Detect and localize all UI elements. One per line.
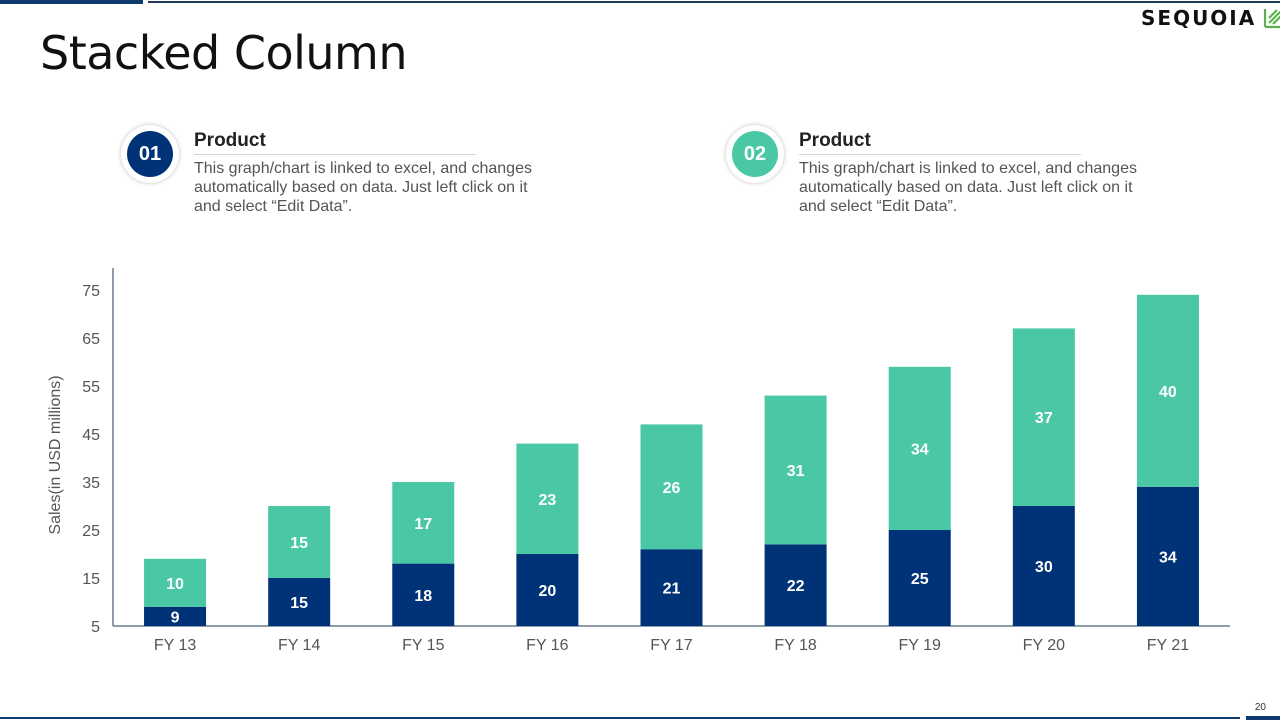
- bar-series1: [392, 563, 455, 626]
- page-number: 20: [1254, 702, 1266, 713]
- bar-series2: [888, 366, 951, 530]
- bottom-rule: [0, 717, 1240, 719]
- data-label: 37: [1035, 410, 1053, 427]
- bar-series2: [268, 506, 331, 578]
- x-tick-label: FY 16: [526, 637, 569, 654]
- bar-series2: [764, 395, 827, 545]
- data-label: 34: [911, 441, 929, 458]
- bar-series2: [392, 482, 455, 564]
- badge-02: 02: [726, 125, 784, 183]
- bottom-accent-bar: [1246, 716, 1280, 720]
- data-label: 21: [663, 581, 681, 598]
- top-rule: [148, 1, 1280, 3]
- bar-series1: [640, 549, 703, 626]
- x-tick-label: FY 18: [774, 637, 817, 654]
- bar-series1: [516, 554, 579, 626]
- x-tick-label: FY 14: [278, 637, 321, 654]
- y-tick-label: 65: [82, 331, 100, 348]
- data-label: 26: [663, 480, 681, 497]
- y-tick-label: 45: [82, 427, 100, 444]
- x-tick-label: FY 19: [899, 637, 942, 654]
- data-label: 40: [1159, 384, 1177, 401]
- y-tick-label: 15: [82, 571, 100, 588]
- data-label: 25: [911, 571, 929, 588]
- bar-series1: [1136, 486, 1199, 626]
- data-label: 10: [166, 576, 184, 593]
- y-tick-label: 5: [91, 619, 100, 636]
- data-label: 15: [290, 595, 308, 612]
- sequoia-logo: SEQUOIA: [1141, 6, 1280, 30]
- top-accent-bar: [0, 0, 143, 4]
- info-text-1: This graph/chart is linked to excel, and…: [194, 160, 532, 215]
- bar-series1: [144, 606, 207, 626]
- info-heading-2: Product: [799, 130, 871, 151]
- x-tick-label: FY 20: [1023, 637, 1066, 654]
- data-label: 15: [290, 535, 308, 552]
- data-label: 18: [414, 588, 432, 605]
- y-tick-label: 35: [82, 475, 100, 492]
- bar-series2: [1012, 328, 1075, 506]
- data-label: 23: [538, 492, 556, 509]
- bar-series1: [268, 578, 331, 626]
- data-label: 22: [787, 578, 805, 595]
- bar-series2: [516, 443, 579, 554]
- page-title: Stacked Column: [40, 26, 408, 80]
- data-label: 34: [1159, 549, 1177, 566]
- bar-series2: [1136, 294, 1199, 487]
- badge-01: 01: [121, 125, 179, 183]
- info-rule-1: [194, 154, 476, 155]
- info-heading-1: Product: [194, 130, 266, 151]
- info-rule-2: [799, 154, 1081, 155]
- data-label: 20: [538, 583, 556, 600]
- bar-series2: [144, 558, 207, 607]
- y-tick-label: 25: [82, 523, 100, 540]
- data-label: 9: [171, 609, 180, 626]
- badge-01-number: 01: [127, 131, 173, 177]
- x-tick-label: FY 15: [402, 637, 445, 654]
- data-label: 31: [787, 463, 805, 480]
- x-tick-label: FY 13: [154, 637, 197, 654]
- y-tick-label: 55: [82, 379, 100, 396]
- y-tick-label: 75: [82, 283, 100, 300]
- data-label: 17: [414, 516, 432, 533]
- info-text-2: This graph/chart is linked to excel, and…: [799, 160, 1137, 215]
- y-axis-label: Sales(in USD millions): [47, 375, 64, 534]
- data-label: 30: [1035, 559, 1053, 576]
- bar-series1: [764, 544, 827, 626]
- bar-series1: [1012, 506, 1075, 626]
- x-tick-label: FY 21: [1147, 637, 1190, 654]
- logo-text: SEQUOIA: [1141, 6, 1257, 30]
- badge-02-number: 02: [732, 131, 778, 177]
- bar-series2: [640, 424, 703, 550]
- x-tick-label: FY 17: [650, 637, 693, 654]
- bar-series1: [888, 530, 951, 626]
